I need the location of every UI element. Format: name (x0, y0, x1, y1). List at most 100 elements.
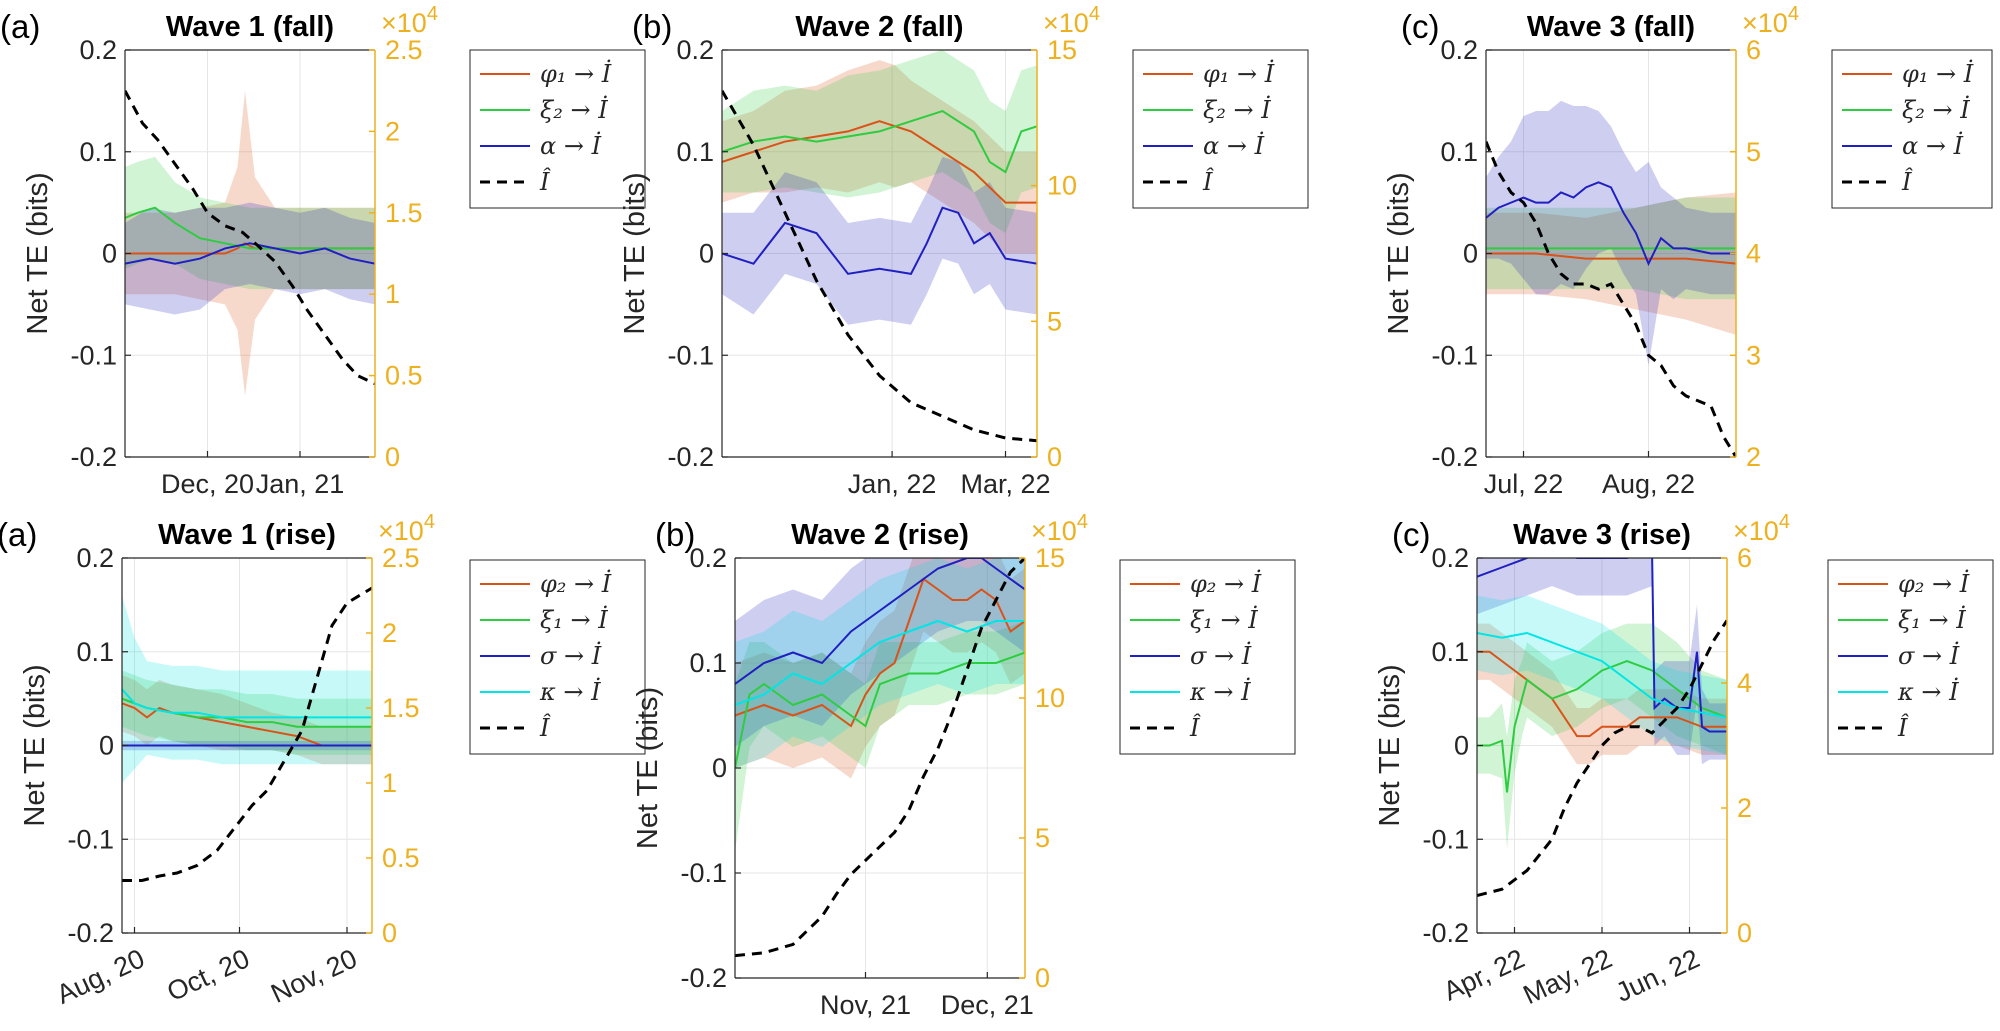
plot-area (125, 89, 375, 396)
confidence-band (722, 156, 1037, 325)
x-tick-label: Oct, 20 (162, 943, 254, 1007)
exponent-base: ×10 (1031, 516, 1077, 546)
y-tick-label: 0 (1454, 731, 1469, 761)
confidence-band (722, 50, 1037, 234)
x-tick-label: Dec, 21 (941, 990, 1034, 1020)
y-tick-label: 0.1 (1431, 637, 1469, 667)
legend-entry: σ → İ (540, 641, 602, 670)
right-y-tick-label: 2 (385, 116, 400, 146)
legend-entry: φ₂ → İ (1190, 569, 1262, 598)
panel-label: (b) (655, 516, 695, 553)
y-tick-label: 0.1 (1440, 137, 1478, 167)
x-tick-label: Nov, 21 (820, 990, 911, 1020)
y-tick-label: -0.2 (70, 442, 117, 472)
x-tick-label: Aug, 22 (1602, 469, 1695, 499)
y-tick-label: 0.2 (76, 543, 114, 573)
series-line (1477, 631, 1727, 719)
right-y-tick-label: 2.5 (382, 543, 420, 573)
series-line (722, 120, 1037, 204)
right-y-tick-label: 4 (1746, 239, 1761, 269)
right-y-tick-label: 15 (1035, 543, 1065, 573)
chart-title: Wave 1 (fall) (166, 11, 334, 43)
right-axis-exponent: ×104 (381, 3, 438, 38)
x-tick-label: Aug, 20 (52, 943, 149, 1010)
y-axis-label: Net TE (bits) (619, 172, 651, 334)
exponent-base: ×10 (1043, 8, 1089, 38)
exponent-base: ×10 (378, 516, 424, 546)
legend: φ₂ → İ ξ₁ → İ σ → İ κ → İ Î (1119, 559, 1296, 755)
right-y-tick-label: 0 (1035, 963, 1050, 993)
panel-label: (c) (1401, 8, 1439, 45)
x-tick-label: Jun, 22 (1611, 943, 1704, 1008)
right-y-tick-label: 1 (385, 279, 400, 309)
series-line (722, 109, 1037, 174)
legend-entry: ξ₂ → İ (1902, 95, 1970, 124)
confidence-band (125, 156, 375, 290)
x-tick-label: Jan, 22 (848, 469, 937, 499)
y-tick-label: -0.2 (667, 442, 714, 472)
right-y-tick-label: 2 (382, 618, 397, 648)
series-line (735, 651, 1025, 769)
legend-entry: σ → İ (1190, 641, 1252, 670)
right-y-tick-label: 6 (1737, 543, 1752, 573)
exponent-base: ×10 (1733, 516, 1779, 546)
x-tick-label: Nov, 20 (266, 943, 361, 1009)
legend: φ₂ → İ ξ₁ → İ σ → İ κ → İ Î (1827, 559, 1994, 755)
legend-entry: α → İ (1902, 131, 1964, 160)
y-tick-label: -0.2 (680, 963, 727, 993)
series-line-dashed (1477, 619, 1727, 897)
legend-entry: φ₁ → İ (540, 59, 612, 88)
legend-entry: φ₂ → İ (1898, 569, 1970, 598)
y-tick-label: -0.1 (680, 858, 727, 888)
right-y-tick-label: 1.5 (382, 693, 420, 723)
right-y-tick-label: 4 (1737, 668, 1752, 698)
legend-entry: φ₂ → İ (540, 569, 612, 598)
x-tick-label: May, 22 (1519, 943, 1617, 1010)
legend-entry: ξ₁ → İ (540, 605, 608, 634)
series-line-dashed (722, 89, 1037, 443)
series-line (1477, 660, 1727, 793)
right-y-tick-label: 5 (1047, 306, 1062, 336)
y-tick-label: 0 (712, 753, 727, 783)
legend-entry: Î (1901, 167, 1913, 196)
y-tick-label: -0.2 (67, 918, 114, 948)
legend-entry: φ₁ → İ (1203, 59, 1275, 88)
series-line-dashed (1486, 141, 1736, 457)
legend-entry: φ₁ → İ (1902, 59, 1974, 88)
panel-label: (a) (0, 516, 37, 553)
y-tick-label: -0.1 (667, 340, 714, 370)
series-line (722, 206, 1037, 275)
right-y-tick-label: 5 (1746, 137, 1761, 167)
y-tick-label: 0.2 (1440, 35, 1478, 65)
x-tick-label: Dec, 20 (161, 469, 254, 499)
right-y-tick-label: 6 (1746, 35, 1761, 65)
right-y-tick-label: 2 (1746, 442, 1761, 472)
confidence-band (122, 670, 372, 755)
legend: φ₂ → İ ξ₁ → İ σ → İ κ → İ Î (469, 559, 646, 755)
series-line-dashed (122, 586, 372, 882)
y-tick-label: 0.2 (676, 35, 714, 65)
right-y-tick-label: 0 (382, 918, 397, 948)
right-y-tick-label: 2 (1737, 793, 1752, 823)
x-tick-label: Jan, 21 (256, 469, 345, 499)
exponent-base: ×10 (1742, 8, 1788, 38)
y-tick-label: 0.1 (676, 137, 714, 167)
series-line (735, 619, 1025, 706)
y-tick-label: -0.1 (1431, 340, 1478, 370)
legend-entry: Î (1202, 167, 1214, 196)
right-y-tick-label: 1 (382, 768, 397, 798)
panel-4: -0.2 -0.1 0 0.1 0.2 0 0.5 1 1.5 2 2.5×104 Aug, 20 Oc… (0, 511, 646, 1010)
y-axis-label: Net TE (bits) (1374, 664, 1406, 826)
y-axis-label: Net TE (bits) (22, 172, 54, 334)
right-y-tick-label: 0.5 (385, 361, 423, 391)
legend-entry: κ → İ (1189, 677, 1251, 706)
exponent-power: 4 (1788, 3, 1799, 25)
legend-entry: ξ₂ → İ (1203, 95, 1271, 124)
y-tick-label: 0.1 (79, 137, 117, 167)
legend-entry: ξ₁ → İ (1898, 605, 1966, 634)
confidence-band (1486, 192, 1736, 335)
y-tick-label: -0.1 (70, 340, 117, 370)
legend-entry: ξ₁ → İ (1190, 605, 1258, 634)
